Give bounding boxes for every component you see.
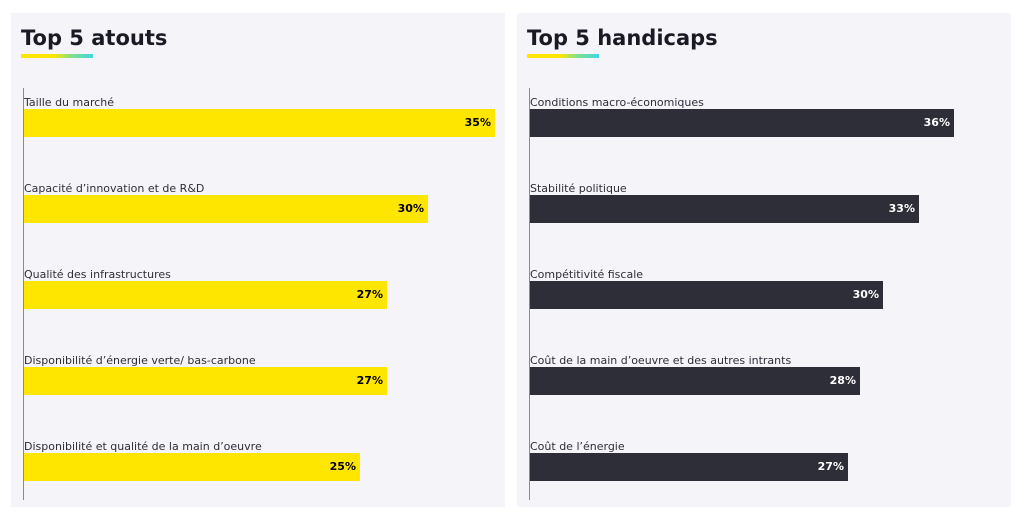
handicaps-title-underline: [527, 54, 599, 58]
atouts-bar: 27%: [24, 367, 387, 395]
atouts-category-label: Taille du marché: [24, 96, 115, 109]
atouts-chart-title: Top 5 atouts: [21, 26, 168, 50]
atouts-bar-value-label: 25%: [329, 460, 356, 473]
handicaps-bar-value-label: 27%: [817, 460, 844, 473]
handicaps-bar: 28%: [530, 367, 860, 395]
handicaps-bar-value-label: 36%: [923, 116, 950, 129]
handicaps-bar: 33%: [530, 195, 919, 223]
handicaps-bar-value-label: 33%: [888, 202, 915, 215]
handicaps-chart-panel: Top 5 handicaps Conditions macro-économi…: [517, 13, 1011, 507]
atouts-bar-value-label: 27%: [356, 374, 383, 387]
handicaps-bar: 36%: [530, 109, 954, 137]
atouts-bar: 25%: [24, 453, 360, 481]
handicaps-bar-value-label: 30%: [852, 288, 879, 301]
handicaps-y-axis-line: [529, 88, 530, 500]
atouts-category-label: Disponibilité et qualité de la main d’oe…: [24, 440, 262, 453]
atouts-bar: 27%: [24, 281, 387, 309]
atouts-bar-value-label: 27%: [356, 288, 383, 301]
atouts-bar: 35%: [24, 109, 495, 137]
atouts-title-underline: [21, 54, 93, 58]
atouts-bar-value-label: 35%: [464, 116, 491, 129]
atouts-bar-value-label: 30%: [397, 202, 424, 215]
atouts-y-axis-line: [23, 88, 24, 500]
handicaps-bar: 30%: [530, 281, 883, 309]
atouts-category-label: Qualité des infrastructures: [24, 268, 171, 281]
handicaps-chart-title: Top 5 handicaps: [527, 26, 718, 50]
handicaps-category-label: Compétitivité fiscale: [530, 268, 644, 281]
atouts-category-label: Disponibilité d’énergie verte/ bas-carbo…: [24, 354, 256, 367]
handicaps-category-label: Stabilité politique: [530, 182, 627, 195]
handicaps-category-label: Coût de l’énergie: [530, 440, 625, 453]
handicaps-category-label: Coût de la main d’oeuvre et des autres i…: [530, 354, 792, 367]
handicaps-bar: 27%: [530, 453, 848, 481]
atouts-chart-panel: Top 5 atouts Taille du marché 35% Capacité…: [11, 13, 505, 507]
atouts-bar: 30%: [24, 195, 428, 223]
handicaps-bar-value-label: 28%: [829, 374, 856, 387]
atouts-category-label: Capacité d’innovation et de R&D: [24, 182, 205, 195]
handicaps-category-label: Conditions macro-économiques: [530, 96, 704, 109]
